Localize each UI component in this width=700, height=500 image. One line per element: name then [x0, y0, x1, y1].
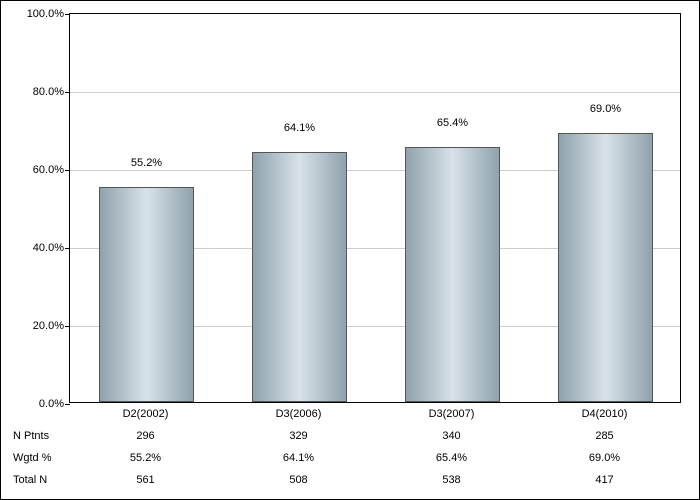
table-cell: 285 — [595, 430, 613, 442]
bar — [252, 152, 347, 402]
row-header: Wgtd % — [13, 452, 52, 464]
chart-container: 0.0%20.0%40.0%60.0%80.0%100.0%55.2%64.1%… — [0, 0, 700, 500]
table-cell: 538 — [442, 474, 460, 486]
bar-value-label: 64.1% — [284, 122, 315, 137]
ytick-label: 20.0% — [33, 320, 70, 332]
row-header: Total N — [13, 474, 47, 486]
table-row: Total N 561 508 538 417 — [1, 472, 699, 494]
table-cell: 69.0% — [589, 452, 620, 464]
bar-value-label: 65.4% — [437, 117, 468, 132]
table-cell: 296 — [136, 430, 154, 442]
category-label: D2(2002) — [123, 408, 169, 420]
table-cell: 561 — [136, 474, 154, 486]
bar — [405, 147, 500, 402]
ytick-label: 40.0% — [33, 242, 70, 254]
table-cell: 329 — [289, 430, 307, 442]
table-cell: 340 — [442, 430, 460, 442]
bar — [558, 133, 653, 402]
row-header: N Ptnts — [13, 430, 49, 442]
category-label: D3(2006) — [276, 408, 322, 420]
table-cell: 64.1% — [283, 452, 314, 464]
table-cell: 508 — [289, 474, 307, 486]
ytick-label: 60.0% — [33, 164, 70, 176]
bar-value-label: 69.0% — [590, 103, 621, 118]
table-cell: 55.2% — [130, 452, 161, 464]
plot-area: 0.0%20.0%40.0%60.0%80.0%100.0%55.2%64.1%… — [69, 13, 681, 403]
table-row: D2(2002) D3(2006) D3(2007) D4(2010) — [1, 406, 699, 428]
gridline — [70, 92, 680, 93]
table-cell: 417 — [595, 474, 613, 486]
table-cell: 65.4% — [436, 452, 467, 464]
table-row: Wgtd % 55.2% 64.1% 65.4% 69.0% — [1, 450, 699, 472]
category-label: D3(2007) — [429, 408, 475, 420]
data-table: D2(2002) D3(2006) D3(2007) D4(2010) N Ptnts 2… — [1, 406, 699, 494]
ytick-label: 80.0% — [33, 86, 70, 98]
ytick-label: 100.0% — [27, 8, 70, 20]
bar-value-label: 55.2% — [131, 157, 162, 172]
bar — [99, 187, 194, 402]
table-row: N Ptnts 296 329 340 285 — [1, 428, 699, 450]
category-label: D4(2010) — [582, 408, 628, 420]
